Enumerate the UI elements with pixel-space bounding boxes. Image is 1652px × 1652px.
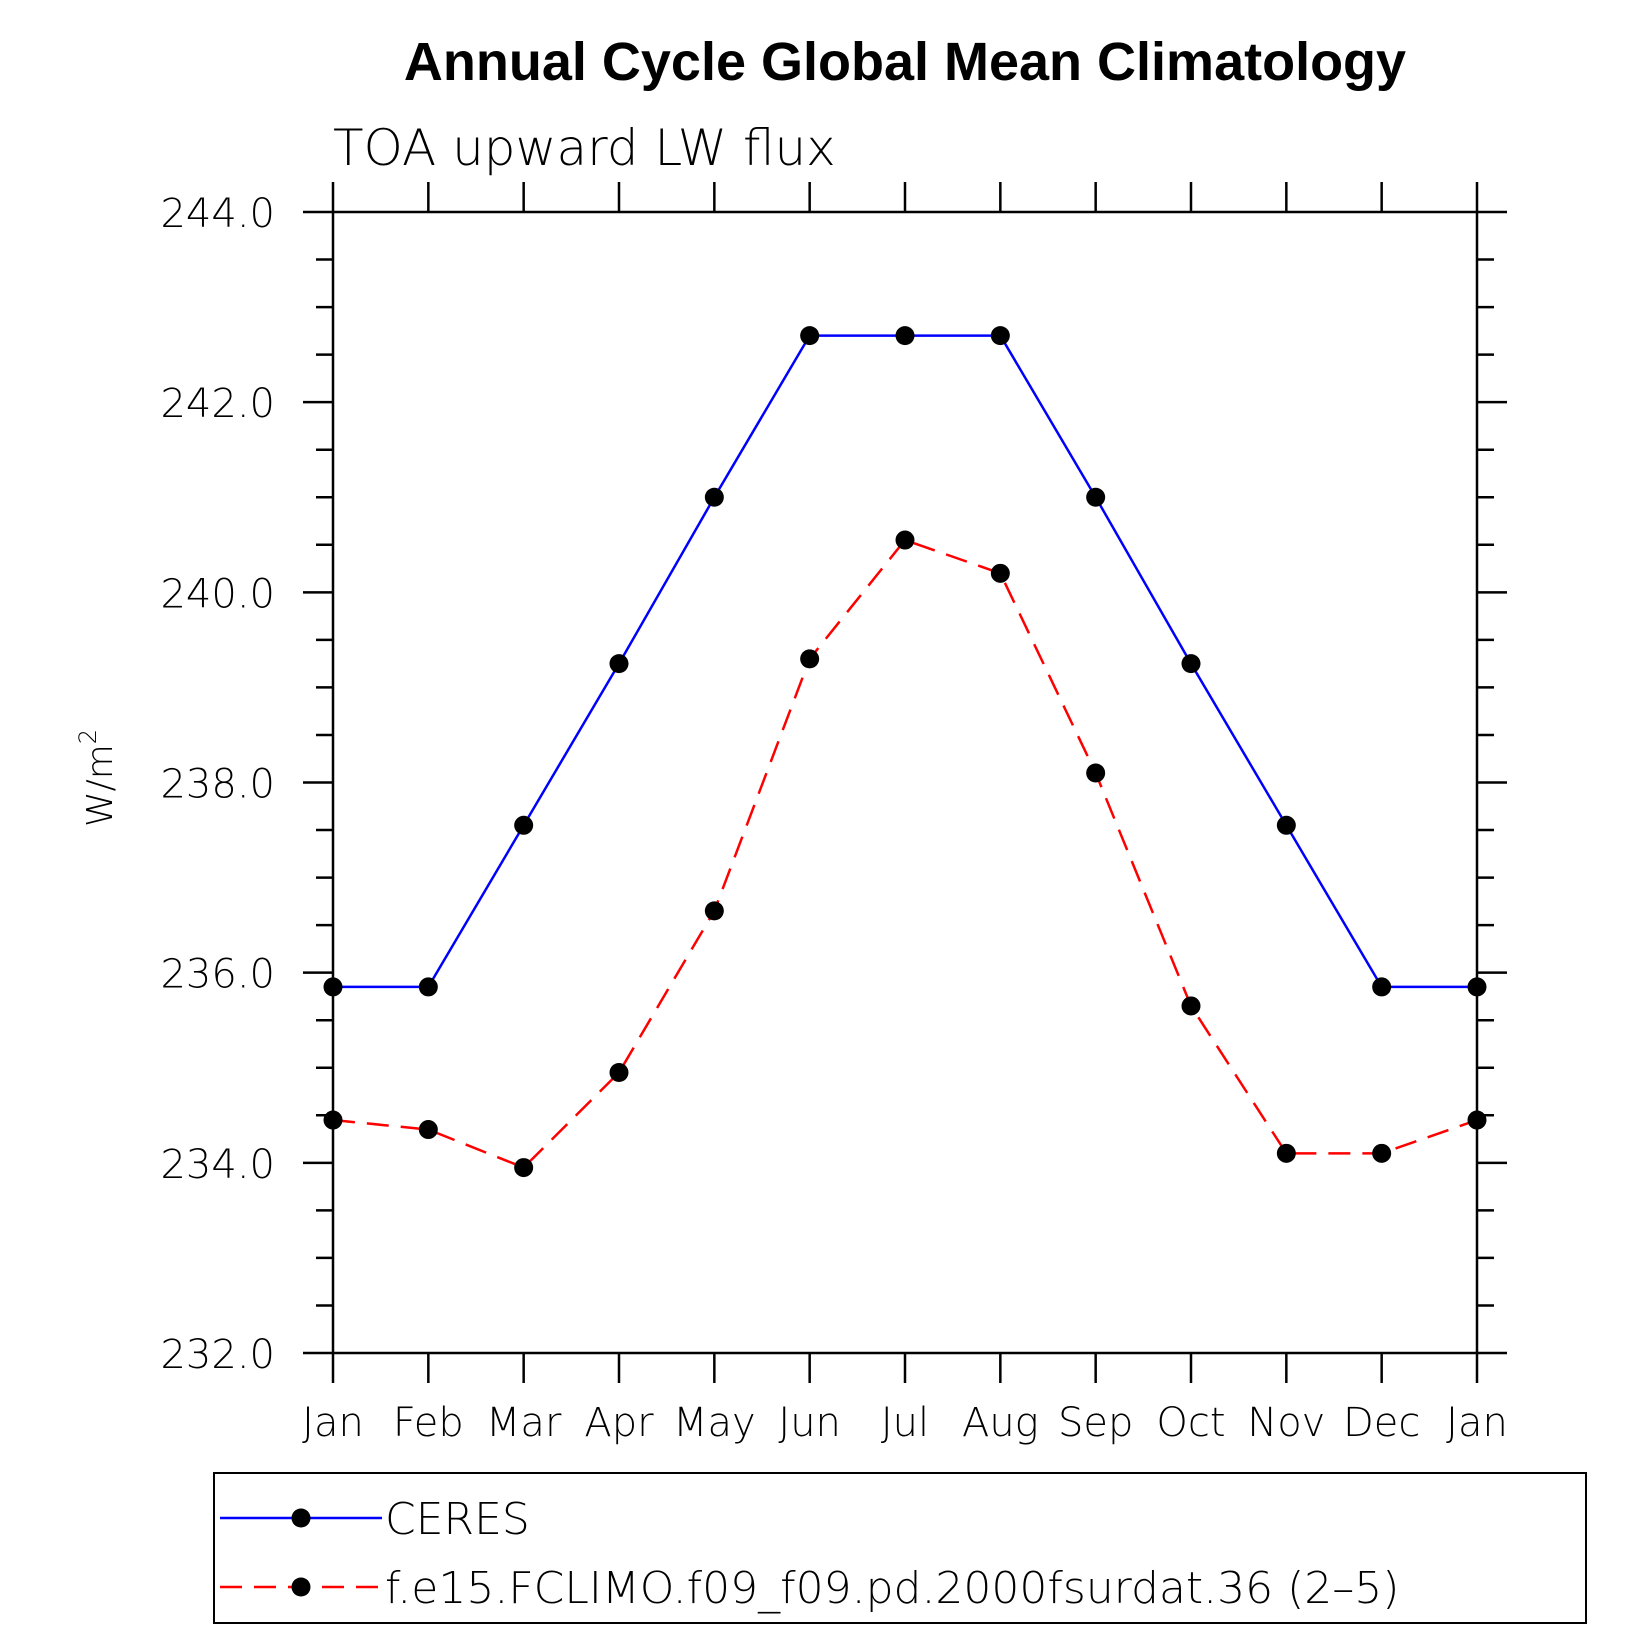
x-axis-ticks: Jan Feb Mar Apr May Jun Jul Aug Sep Oct Nov Dec Jan	[302, 182, 1508, 1446]
data-point	[704, 901, 724, 921]
y-tick-label: 232.0	[160, 1332, 275, 1378]
data-point	[800, 649, 820, 669]
x-tick-label: Aug	[962, 1400, 1039, 1446]
data-point	[1276, 1143, 1296, 1163]
data-point	[990, 326, 1010, 346]
data-point	[1086, 487, 1106, 507]
y-axis-label-superscript: 2	[74, 729, 102, 744]
y-tick-label: 244.0	[160, 191, 275, 237]
x-tick-label: Nov	[1247, 1400, 1325, 1446]
data-point	[1467, 977, 1487, 997]
data-point	[704, 487, 724, 507]
y-tick-label: 236.0	[160, 952, 275, 998]
y-axis-label: W/m2	[74, 729, 121, 827]
data-point	[609, 654, 629, 674]
x-tick-label: Apr	[584, 1400, 654, 1446]
legend-box	[213, 1472, 1587, 1624]
data-point	[800, 326, 820, 346]
y-tick-label: 242.0	[160, 381, 275, 427]
x-tick-label: Jan	[302, 1400, 364, 1446]
data-point	[418, 977, 438, 997]
legend-swatch-marker	[291, 1577, 311, 1597]
x-tick-label: Mar	[486, 1400, 562, 1446]
legend: CERES f.e15.FCLIMO.f09_f09.pd.2000fsurdat…	[213, 1472, 1587, 1624]
series-2	[323, 530, 1487, 1178]
plot-border	[331, 210, 1479, 1355]
legend-label: f.e15.FCLIMO.f09_f09.pd.2000fsurdat.36 (…	[385, 1563, 1399, 1614]
data-point	[1372, 1143, 1392, 1163]
x-tick-label: Feb	[393, 1400, 464, 1446]
y-axis-label-unit: W/m	[80, 744, 121, 827]
y-tick-label: 238.0	[160, 762, 275, 808]
x-tick-label: May	[673, 1400, 756, 1446]
chart-subtitle: TOA upward LW flux	[333, 119, 836, 177]
legend-swatch-marker	[291, 1508, 311, 1528]
data-point	[514, 1158, 534, 1178]
data-point	[895, 530, 915, 550]
x-tick-label: Oct	[1156, 1400, 1225, 1446]
x-tick-label: Sep	[1058, 1400, 1133, 1446]
data-point	[1181, 996, 1201, 1016]
data-point	[1372, 977, 1392, 997]
x-tick-label: Jan	[1446, 1400, 1508, 1446]
data-point	[1467, 1110, 1487, 1130]
x-tick-label: Jul	[881, 1400, 929, 1446]
data-point	[895, 326, 915, 346]
data-point	[323, 1110, 343, 1130]
data-point	[1276, 815, 1296, 835]
data-point	[323, 977, 343, 997]
data-point	[1181, 654, 1201, 674]
series-line	[332, 538, 1478, 1170]
x-tick-label: Dec	[1343, 1400, 1420, 1446]
y-axis-ticks: 232.0 234.0 236.0 238.0 240.0 242.0 244.0	[160, 191, 1507, 1378]
series-1	[323, 326, 1487, 997]
x-tick-label: Jun	[778, 1400, 841, 1446]
data-point	[609, 1063, 629, 1083]
y-tick-label: 240.0	[160, 571, 275, 617]
chart-title: Annual Cycle Global Mean Climatology	[404, 32, 1406, 92]
y-tick-label: 234.0	[160, 1142, 275, 1188]
data-point	[990, 563, 1010, 583]
legend-label: CERES	[385, 1494, 530, 1545]
data-point	[514, 815, 534, 835]
data-point	[1086, 763, 1106, 783]
series-line	[333, 334, 1477, 989]
plot-frame	[331, 210, 1479, 1355]
series-group	[323, 326, 1487, 1178]
data-point	[418, 1120, 438, 1140]
